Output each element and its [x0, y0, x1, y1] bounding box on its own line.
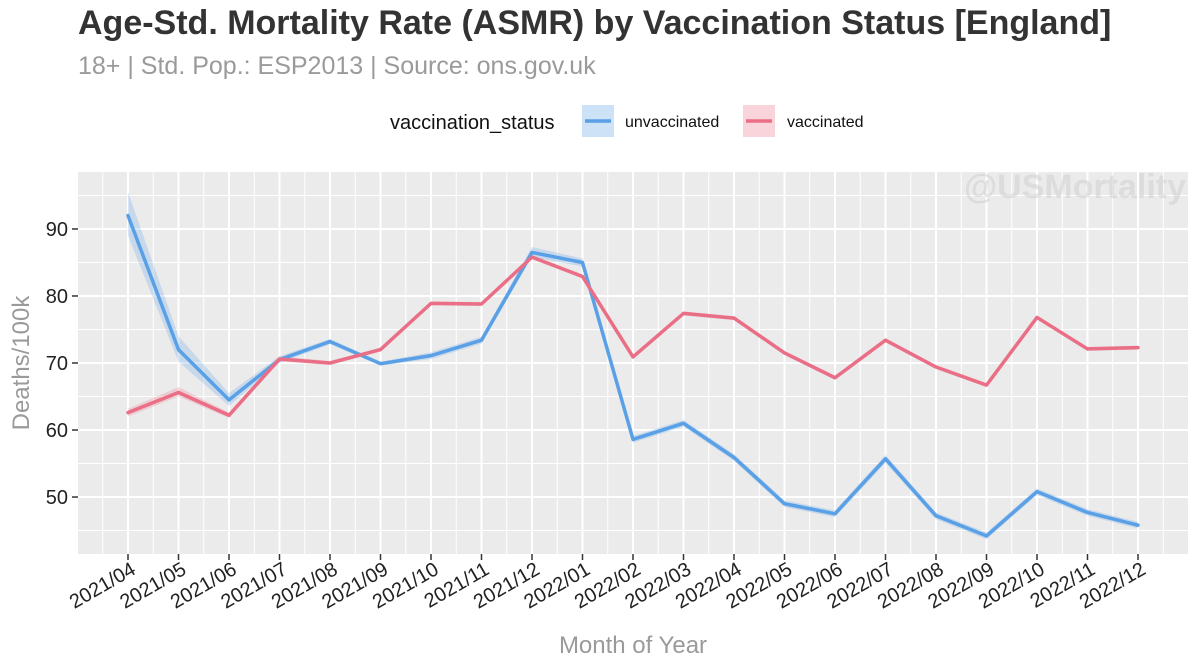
- y-tick-label: 50: [46, 487, 68, 509]
- chart-title: Age-Std. Mortality Rate (ASMR) by Vaccin…: [78, 4, 1112, 42]
- y-tick-label: 60: [46, 420, 68, 442]
- grid-major: [78, 172, 1188, 554]
- y-tick-label: 70: [46, 353, 68, 375]
- y-tick-label: 90: [46, 219, 68, 241]
- legend-label-unvaccinated: unvaccinated: [625, 114, 719, 131]
- legend: vaccination_status unvaccinated vaccinat…: [390, 105, 864, 137]
- legend-label-vaccinated: vaccinated: [787, 114, 864, 131]
- x-axis-title: Month of Year: [559, 632, 707, 659]
- x-axis: 2021/042021/052021/062021/072021/082021/…: [66, 554, 1150, 613]
- chart-subtitle: 18+ | Std. Pop.: ESP2013 | Source: ons.g…: [78, 52, 596, 80]
- watermark: @USMortality: [964, 168, 1186, 206]
- line-vaccinated: [126, 255, 1140, 418]
- line-unvaccinated: [126, 213, 1140, 538]
- y-axis-title: Deaths/100k: [8, 295, 35, 431]
- legend-title: vaccination_status: [390, 112, 555, 134]
- y-tick-label: 80: [46, 286, 68, 308]
- series-lines: [126, 213, 1140, 538]
- y-axis: 50 60 70 80 90: [46, 219, 78, 509]
